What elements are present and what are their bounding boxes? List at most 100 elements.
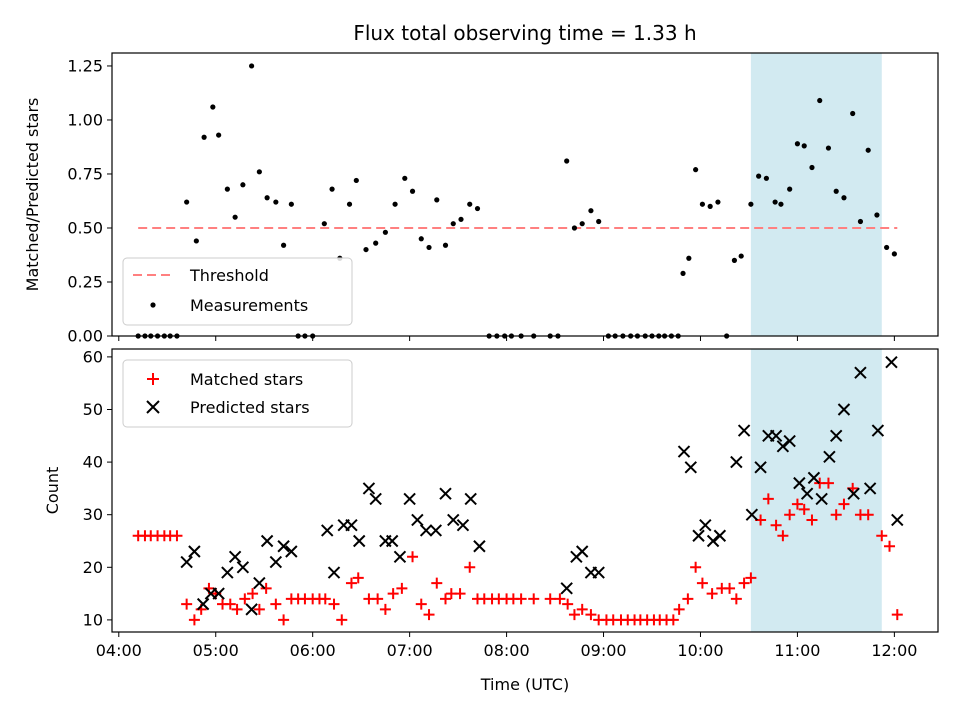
matched-star-point: [253, 603, 265, 615]
bottom-y-tick-label: 20: [83, 558, 103, 577]
matched-star-point: [884, 540, 896, 552]
matched-star-point: [239, 593, 251, 605]
matched-star-point: [745, 572, 757, 584]
predicted-star-point: [677, 445, 691, 458]
measurement-point: [809, 164, 815, 171]
measurement-point: [865, 147, 871, 153]
predicted-star-point: [353, 534, 366, 548]
predicted-star-point: [447, 513, 460, 527]
measurement-point: [772, 199, 778, 205]
matched-star-point: [696, 577, 708, 589]
predicted-star-point: [393, 550, 407, 563]
matched-star-point: [738, 577, 750, 589]
matched-star-point: [876, 530, 888, 542]
measurement-point: [763, 175, 770, 181]
x-tick-label: 08:00: [484, 641, 530, 660]
matched-star-point: [278, 614, 290, 626]
predicted-star-point: [737, 424, 751, 437]
predicted-star-point: [823, 450, 836, 464]
predicted-star-point: [769, 429, 783, 443]
matched-star-point: [770, 519, 782, 531]
top-y-tick-label: 1.25: [67, 56, 103, 75]
predicted-star-point: [807, 471, 821, 485]
predicted-star-point: [362, 482, 376, 495]
measurement-point: [201, 134, 207, 140]
predicted-star-point: [713, 529, 727, 542]
matched-stars-points: [132, 477, 903, 626]
matched-star-point: [396, 582, 408, 594]
matched-star-point: [352, 572, 364, 584]
measurement-point: [699, 201, 706, 207]
matched-star-point: [576, 603, 588, 615]
bottom-y-tick-label: 30: [83, 505, 103, 524]
matched-star-point: [181, 598, 193, 610]
predicted-star-point: [277, 540, 290, 553]
predicted-stars-points: [180, 355, 904, 616]
predicted-star-point: [253, 576, 266, 590]
matched-star-point: [784, 509, 796, 521]
predicted-star-point: [188, 545, 201, 558]
top-y-axis-label: Matched/Predicted stars: [23, 98, 42, 292]
legend-predicted-swatch: [146, 400, 160, 414]
predicted-star-point: [871, 424, 885, 437]
matched-star-point: [706, 588, 718, 600]
measurement-point: [184, 199, 190, 205]
matched-star-point: [372, 593, 384, 605]
predicted-star-point: [345, 519, 358, 532]
matched-star-point: [667, 614, 679, 626]
matched-star-point: [673, 603, 685, 615]
bottom-x-ticks: 04:00 05:00 06:00 07:00 08:00 09:00 10:00 11:00…: [96, 632, 917, 660]
predicted-star-point: [854, 366, 867, 379]
measurement-point: [579, 221, 585, 227]
matched-star-point: [762, 493, 774, 505]
measurement-point: [778, 201, 784, 207]
measurement-point: [363, 246, 369, 253]
predicted-star-point: [815, 492, 828, 506]
top-legend: Threshold Measurements: [122, 257, 353, 326]
measurement-point: [240, 182, 246, 188]
matched-star-point: [188, 614, 200, 626]
measurement-point: [418, 236, 424, 242]
matched-star-point: [585, 609, 597, 621]
measurement-point: [588, 208, 594, 214]
matched-star-point: [891, 609, 903, 621]
predicted-star-point: [699, 519, 712, 532]
predicted-star-point: [196, 597, 210, 611]
matched-star-point: [791, 498, 803, 510]
predicted-star-point: [269, 555, 283, 569]
measurement-point: [273, 199, 279, 205]
measurement-point: [216, 132, 222, 138]
x-tick-label: 10:00: [677, 641, 723, 660]
matched-star-point: [730, 593, 742, 605]
matched-star-point: [431, 577, 443, 589]
predicted-star-point: [464, 492, 477, 506]
matched-star-point: [440, 593, 452, 605]
matched-star-point: [336, 614, 348, 626]
measurement-point: [434, 197, 440, 203]
legend-threshold-label: Threshold: [189, 266, 269, 285]
matched-star-point: [528, 593, 540, 605]
measurement-point: [686, 255, 692, 261]
x-tick-label: 12:00: [871, 641, 917, 660]
measurement-point: [450, 221, 456, 227]
measurement-point: [794, 141, 801, 147]
measurement-point: [680, 270, 686, 276]
measurement-point: [426, 244, 432, 251]
top-y-tick-label: 0.25: [67, 272, 103, 291]
matched-star-point: [231, 603, 243, 615]
legend-measurements-swatch: [150, 302, 156, 308]
predicted-star-point: [180, 555, 193, 569]
measurement-point: [280, 242, 287, 248]
measurement-point: [264, 195, 270, 201]
predicted-star-point: [575, 545, 589, 558]
predicted-star-point: [228, 550, 242, 563]
x-tick-label: 06:00: [290, 641, 336, 660]
measurement-points: [135, 63, 897, 339]
measurement-point: [373, 240, 379, 246]
measurement-point: [833, 188, 839, 194]
top-y-tick-label: 0.50: [67, 218, 103, 237]
predicted-star-point: [793, 476, 806, 490]
predicted-star-point: [891, 513, 904, 527]
predicted-star-point: [212, 587, 225, 600]
chart-title: Flux total observing time = 1.33 h: [353, 21, 696, 45]
